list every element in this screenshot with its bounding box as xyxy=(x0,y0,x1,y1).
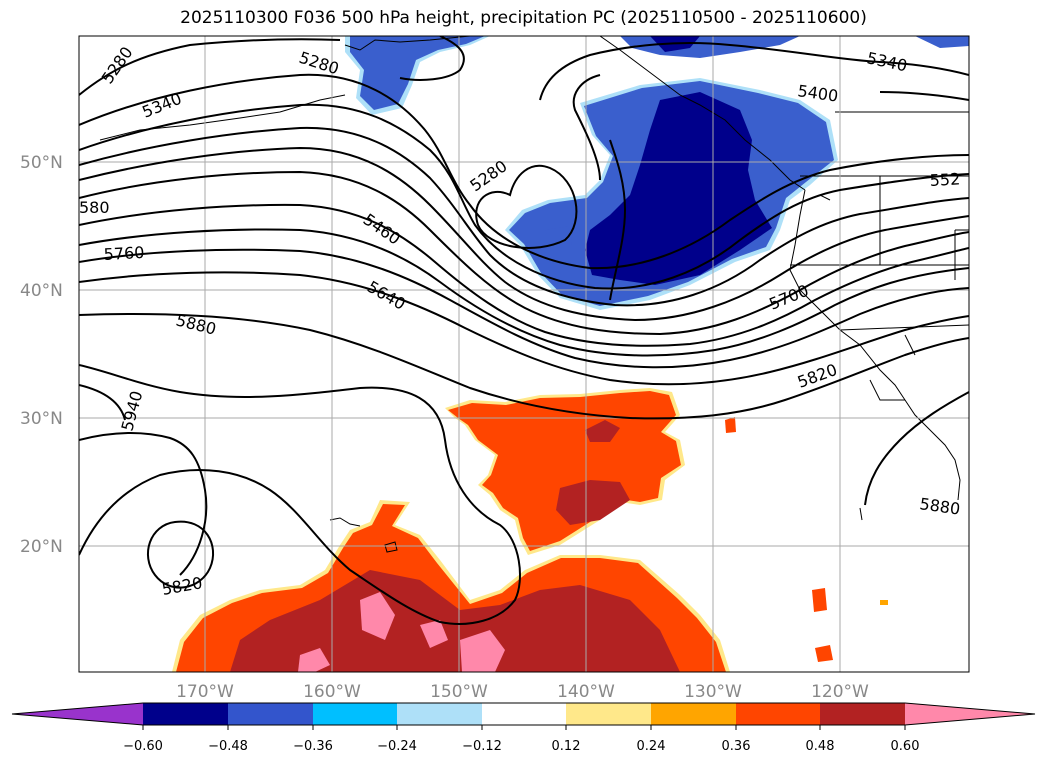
positive-anomaly-region xyxy=(172,388,888,672)
map-title: 2025110300 F036 500 hPa height, precipit… xyxy=(180,8,867,28)
lat-label: 50°N xyxy=(20,153,63,173)
colorbar-segment xyxy=(228,703,313,725)
colorbar-segment xyxy=(397,703,482,725)
lon-label: 140°W xyxy=(557,682,615,702)
graticule xyxy=(79,36,969,672)
colorbar-segment xyxy=(143,703,228,725)
colorbar-segment xyxy=(736,703,820,725)
contour-label: 552 xyxy=(929,169,960,190)
contour-label: 580 xyxy=(79,198,110,217)
coastlines xyxy=(99,36,969,553)
colorbar-tick-label: −0.12 xyxy=(462,739,502,754)
colorbar-segment xyxy=(651,703,736,725)
longitude-labels: 170°W 160°W 150°W 140°W 130°W 120°W xyxy=(176,682,869,702)
lon-label: 170°W xyxy=(176,682,234,702)
colorbar-tick-label: 0.36 xyxy=(722,739,751,754)
plot-frame xyxy=(78,35,970,673)
colorbar-tick-label: −0.48 xyxy=(208,739,248,754)
height-contours xyxy=(79,36,969,625)
lat-label: 40°N xyxy=(20,281,63,301)
colorbar-tick-label: −0.60 xyxy=(123,739,163,754)
colorbar-segment xyxy=(12,703,143,725)
colorbar: −0.60 −0.48 −0.36 −0.24 −0.12 0.12 0.24 … xyxy=(11,702,1036,754)
colorbar-tick-label: 0.48 xyxy=(806,739,835,754)
lon-label: 150°W xyxy=(430,682,488,702)
contour-label: 5760 xyxy=(103,243,145,264)
colorbar-tick-label: −0.24 xyxy=(377,739,417,754)
negative-anomaly-region xyxy=(345,36,969,310)
lon-label: 130°W xyxy=(684,682,742,702)
lat-label: 30°N xyxy=(20,409,63,429)
colorbar-segment xyxy=(820,703,905,725)
colorbar-segment xyxy=(566,703,651,725)
colorbar-tick-label: 0.60 xyxy=(891,739,920,754)
latitude-labels: 50°N 40°N 30°N 20°N xyxy=(20,153,63,557)
lon-label: 120°W xyxy=(811,682,869,702)
colorbar-segment xyxy=(482,703,566,725)
colorbar-tick-label: −0.36 xyxy=(293,739,333,754)
colorbar-tick-label: 0.12 xyxy=(552,739,581,754)
colorbar-segment xyxy=(905,703,1035,725)
colorbar-tick-label: 0.24 xyxy=(637,739,666,754)
lon-label: 160°W xyxy=(303,682,361,702)
colorbar-segment xyxy=(313,703,397,725)
lat-label: 20°N xyxy=(20,537,63,557)
